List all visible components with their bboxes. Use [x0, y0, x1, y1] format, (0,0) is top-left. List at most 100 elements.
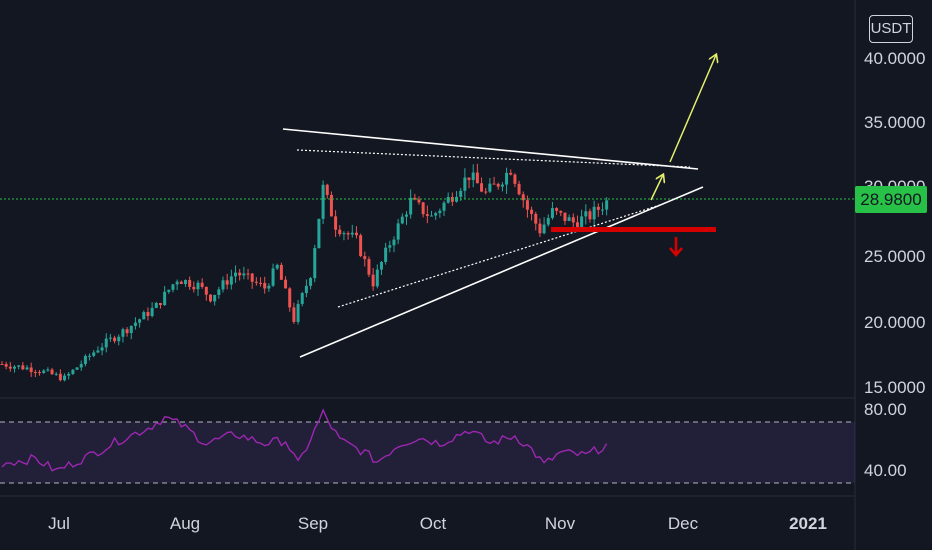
candle-body	[213, 294, 217, 302]
rsi-series[interactable]	[1, 408, 608, 472]
candle-body	[92, 352, 96, 356]
candle-body	[179, 281, 183, 284]
candle-body	[413, 197, 417, 200]
candle-body	[296, 303, 300, 322]
candle-body	[471, 172, 475, 180]
candle-body	[321, 184, 325, 219]
candle-body	[480, 183, 484, 192]
candle-body	[46, 369, 50, 371]
time-tick-label: Aug	[170, 514, 200, 533]
candle-body	[438, 210, 442, 214]
candle-body	[271, 268, 275, 286]
candle-body	[430, 215, 434, 217]
triangle-upper-trendline[interactable]	[282, 128, 699, 170]
candle-body	[463, 177, 467, 191]
candle-body	[488, 183, 492, 192]
triangle-lower-trendline[interactable]	[299, 186, 704, 358]
candle-body	[517, 183, 521, 195]
candle-body	[38, 372, 42, 374]
candle-body	[500, 184, 504, 187]
candle-body	[596, 206, 600, 210]
candle-body	[442, 202, 446, 211]
candle-body	[209, 294, 212, 302]
support-zone-line[interactable]	[551, 227, 716, 232]
time-tick-label: Nov	[545, 514, 576, 533]
candle-body	[359, 235, 363, 257]
price-tick-label: 40.0000	[864, 49, 925, 68]
inner-dotted-lower-trendline[interactable]	[337, 204, 661, 308]
candle-body	[25, 367, 29, 370]
candle-body	[117, 336, 121, 342]
candle-body	[313, 248, 317, 279]
candle-body	[104, 338, 108, 348]
candle-body	[384, 247, 388, 263]
candle-body	[329, 194, 333, 217]
candle-body	[404, 214, 408, 217]
candle-body	[375, 269, 379, 287]
bullish-arrow-large-icon[interactable]	[669, 55, 716, 163]
rsi-tick-label: 40.00	[864, 461, 907, 480]
candle-body	[525, 200, 529, 210]
rsi-line	[1, 408, 608, 472]
candle-body	[63, 375, 67, 381]
time-tick-label: Dec	[668, 514, 699, 533]
candle-body	[409, 197, 413, 215]
bullish-arrow-small-icon[interactable]	[650, 175, 663, 201]
candle-body	[425, 214, 429, 216]
candle-body	[288, 288, 292, 308]
candle-body	[0, 364, 4, 366]
candle-body	[83, 355, 87, 365]
candle-body	[42, 370, 46, 373]
candle-body	[371, 274, 375, 287]
candle-body	[158, 303, 162, 306]
candle-body	[58, 373, 62, 381]
candle-body	[259, 282, 263, 284]
candle-body	[146, 312, 150, 317]
candle-body	[496, 183, 500, 187]
candle-body	[417, 199, 421, 203]
candle-body	[175, 281, 179, 285]
candle-body	[379, 262, 383, 270]
candle-body	[150, 307, 154, 317]
time-tick-label: Oct	[420, 514, 447, 533]
time-tick-label: Sep	[298, 514, 328, 533]
candle-body	[125, 329, 129, 334]
currency-button[interactable]: USDT	[869, 15, 913, 43]
candlestick-series[interactable]	[0, 163, 609, 382]
price-tick-label: 25.0000	[864, 247, 925, 266]
inner-dotted-upper-trendline[interactable]	[296, 149, 691, 168]
candle-body	[196, 282, 200, 290]
candle-body	[88, 355, 92, 357]
candle-body	[367, 259, 371, 275]
candle-body	[459, 190, 463, 197]
candle-body	[575, 222, 579, 227]
candle-body	[492, 183, 496, 185]
candle-body	[521, 194, 525, 201]
price-tick-label: 15.0000	[864, 378, 925, 397]
candle-body	[8, 366, 12, 369]
candle-body	[363, 256, 367, 260]
candle-body	[17, 365, 21, 367]
candle-body	[388, 245, 392, 248]
candle-body	[4, 364, 8, 367]
candle-body	[555, 208, 559, 211]
candle-body	[96, 350, 100, 353]
time-tick-label: 2021	[789, 514, 827, 533]
candle-body	[54, 373, 58, 375]
candle-body	[346, 233, 350, 235]
candle-body	[588, 211, 592, 220]
candle-body	[546, 217, 550, 225]
rsi-tick-label: 80.00	[864, 400, 907, 419]
candle-body	[204, 286, 208, 295]
bearish-arrow-icon[interactable]	[669, 237, 683, 257]
candle-body	[354, 232, 358, 236]
candle-body	[100, 347, 104, 351]
candle-body	[254, 281, 258, 283]
candle-body	[263, 282, 267, 289]
candle-body	[108, 337, 112, 339]
price-tick-label: 20.0000	[864, 313, 925, 332]
candle-body	[542, 224, 546, 234]
candle-body	[534, 213, 538, 224]
